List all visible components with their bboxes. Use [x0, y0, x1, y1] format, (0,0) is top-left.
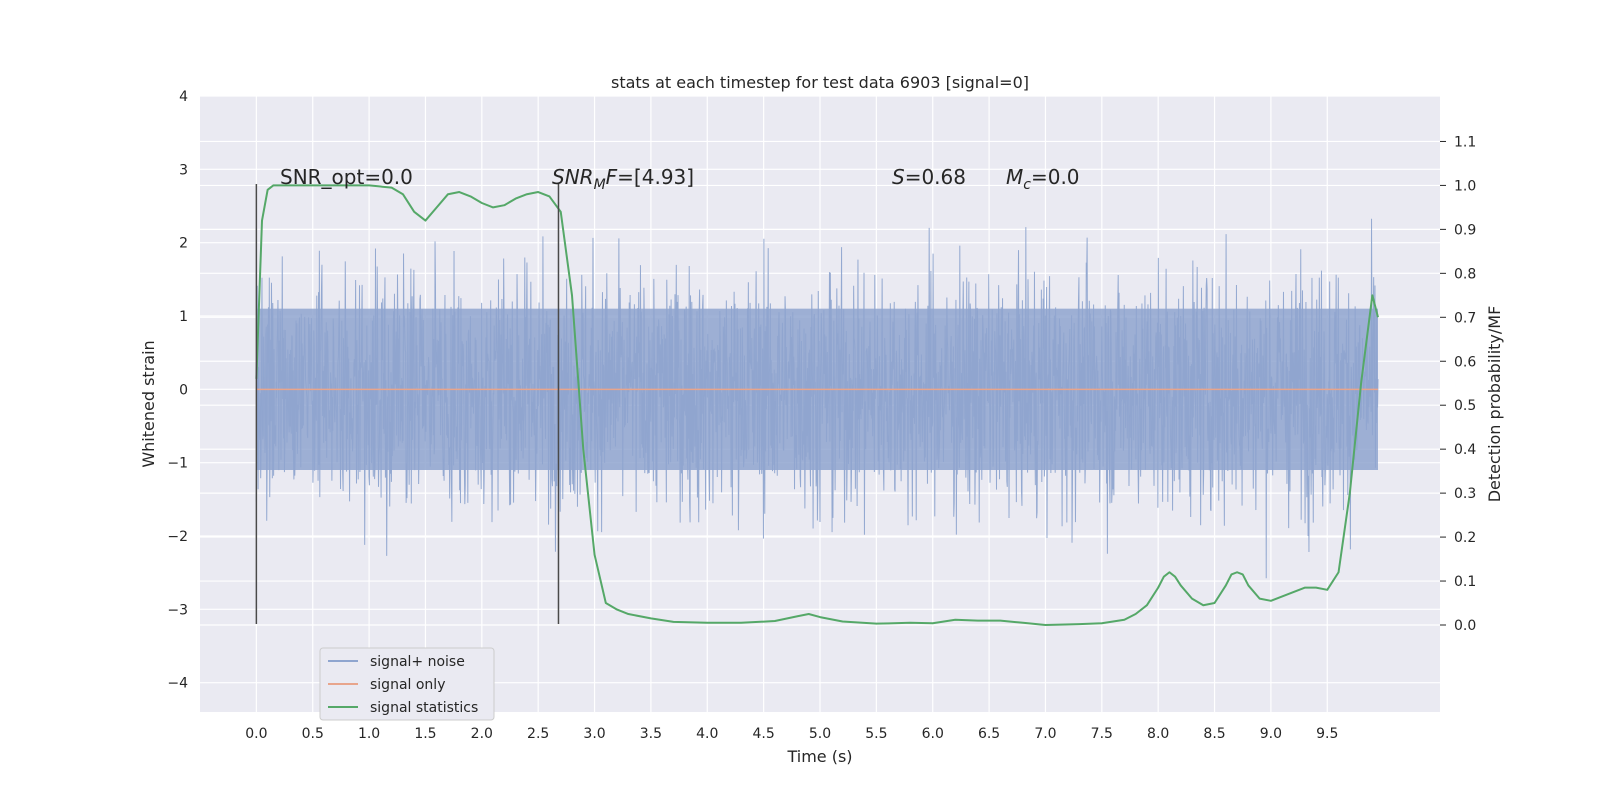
- y-tick-label-8: 4: [179, 89, 188, 105]
- x-axis-ticks: 0.0 0.5 1.0 1.5 2.0 2.5 3.0 3.5 4.0 4.5 5.0 5.5 6.0 6…: [245, 726, 1338, 742]
- x-tick-label-15: 7.5: [1091, 726, 1113, 742]
- annotation-3-italic: M: [1006, 165, 1023, 189]
- y-tick-label-6: 2: [179, 236, 188, 252]
- x-tick-label-10: 5.0: [809, 726, 831, 742]
- x-tick-label-9: 4.5: [753, 726, 775, 742]
- y2-tick-label-3: 0.3: [1454, 486, 1476, 502]
- y-tick-label-7: 3: [179, 162, 188, 178]
- x-tick-label-11: 5.5: [865, 726, 887, 742]
- y2-tick-label-4: 0.4: [1454, 442, 1476, 458]
- legend-frame: [319, 647, 495, 721]
- y-tick-label-4: 0: [179, 382, 188, 398]
- y2-axis-ticks: 0.0 0.1 0.2 0.3 0.4 0.5 0.6 0.7 0.8 0.9 1.0 1.1: [1440, 134, 1476, 634]
- annotation-3-sub: c: [1023, 177, 1031, 193]
- x-tick-label-16: 8.0: [1147, 726, 1169, 742]
- y-tick-label-2: −2: [167, 529, 188, 545]
- y-tick-label-5: 1: [179, 309, 188, 325]
- annotation-2-italic: S: [892, 165, 905, 189]
- annotation-3: Mc=0.0: [1006, 165, 1080, 193]
- y-axis-label: Whitened strain: [139, 340, 158, 467]
- y-tick-label-0: −4: [167, 676, 188, 692]
- series-signal-statistics-line: [255, 184, 1379, 626]
- annotation-2: S=0.68: [892, 165, 966, 189]
- x-tick-label-4: 2.0: [471, 726, 493, 742]
- x-axis-label: Time (s): [786, 747, 852, 766]
- x-tick-label-8: 4.0: [696, 726, 718, 742]
- y2-tick-label-0: 0.0: [1454, 618, 1476, 634]
- annotation-1-sub: M: [594, 177, 606, 193]
- x-tick-label-12: 6.0: [922, 726, 944, 742]
- x-tick-label-0: 0.0: [245, 726, 267, 742]
- y2-tick-label-11: 1.1: [1454, 134, 1476, 150]
- annotation-0-plain: SNR_opt=0.0: [280, 165, 413, 189]
- series-layer: [255, 184, 1379, 626]
- y2-tick-label-9: 0.9: [1454, 222, 1476, 238]
- annotation-0: SNR_opt=0.0: [280, 165, 413, 189]
- legend-label-signal-only: signal only: [370, 677, 445, 693]
- x-tick-label-13: 6.5: [978, 726, 1000, 742]
- x-tick-label-17: 8.5: [1203, 726, 1225, 742]
- x-tick-label-5: 2.5: [527, 726, 549, 742]
- annotation-2-plain: =0.68: [905, 165, 966, 189]
- annotations: SNR_opt=0.0 SNRMF=[4.93] S=0.68 Mc=0.0: [280, 165, 1080, 193]
- x-tick-label-7: 3.5: [640, 726, 662, 742]
- x-tick-label-2: 1.0: [358, 726, 380, 742]
- y-tick-label-3: −1: [167, 456, 188, 472]
- y-axis-ticks: −4 −3 −2 −1 0 1 2 3 4: [167, 89, 188, 692]
- legend-label-signal-statistics: signal statistics: [370, 700, 478, 716]
- annotation-1-italic2: F: [606, 165, 618, 189]
- legend: signal+ noise signal only signal statist…: [319, 647, 495, 721]
- legend-label-signal-noise: signal+ noise: [370, 654, 465, 670]
- y2-tick-label-5: 0.5: [1454, 398, 1476, 414]
- x-tick-label-19: 9.5: [1316, 726, 1338, 742]
- x-tick-label-6: 3.0: [583, 726, 605, 742]
- y2-tick-label-6: 0.6: [1454, 354, 1476, 370]
- y2-tick-label-2: 0.2: [1454, 530, 1476, 546]
- y2-tick-label-8: 0.8: [1454, 266, 1476, 282]
- y2-axis-label: Detection probability/MF: [1485, 306, 1504, 503]
- y2-tick-label-7: 0.7: [1454, 310, 1476, 326]
- chart-title: stats at each timestep for test data 690…: [611, 73, 1029, 92]
- annotation-1-plain: =[4.93]: [617, 165, 694, 189]
- x-tick-label-14: 7.0: [1034, 726, 1056, 742]
- vertical-lines: [255, 184, 560, 624]
- x-tick-label-3: 1.5: [414, 726, 436, 742]
- annotation-1: SNRMF=[4.93]: [552, 165, 694, 193]
- annotation-3-plain: =0.0: [1031, 165, 1080, 189]
- annotation-1-italic: SNR: [552, 165, 594, 189]
- x-tick-label-18: 9.0: [1260, 726, 1282, 742]
- y-tick-label-1: −3: [167, 602, 188, 618]
- x-tick-label-1: 0.5: [302, 726, 324, 742]
- y2-tick-label-1: 0.1: [1454, 574, 1476, 590]
- y2-tick-label-10: 1.0: [1454, 178, 1476, 194]
